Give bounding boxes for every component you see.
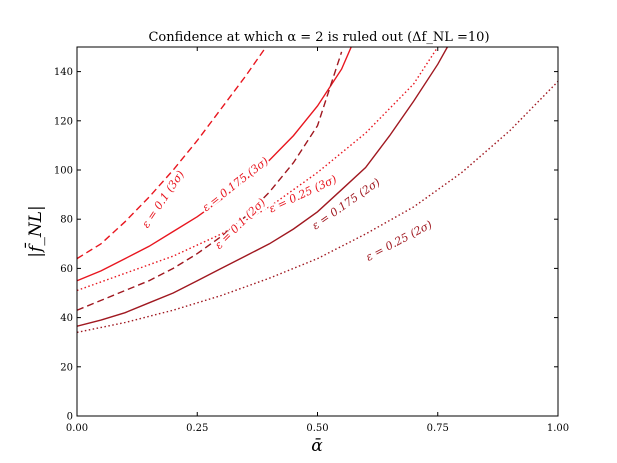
x-tick-label: 0.25 bbox=[186, 423, 208, 434]
series-line-1 bbox=[77, 47, 267, 260]
y-axis-label: |f̄_NL| bbox=[23, 205, 46, 257]
y-tick-label: 40 bbox=[60, 313, 73, 324]
x-tick-label: 1.00 bbox=[547, 423, 569, 434]
series-line-5 bbox=[77, 47, 449, 327]
curve-label-6: ε = 0.25 (2σ) bbox=[364, 218, 435, 264]
series-line-4 bbox=[77, 51, 343, 311]
y-tick-label: 60 bbox=[60, 264, 73, 275]
y-axis: 0 20 40 60 80 100 120 140 bbox=[54, 67, 558, 423]
y-tick-label: 120 bbox=[54, 116, 73, 127]
y-tick-label: 100 bbox=[54, 166, 73, 177]
x-axis-label: ᾱ bbox=[311, 436, 323, 456]
x-tick-label: 0.00 bbox=[66, 423, 88, 434]
x-tick-label: 0.50 bbox=[306, 423, 328, 434]
series-line-2 bbox=[77, 47, 352, 282]
plot-curves bbox=[77, 47, 558, 334]
y-tick-label: 20 bbox=[60, 362, 73, 373]
series-line-6 bbox=[77, 80, 558, 334]
series-line-3 bbox=[77, 47, 439, 292]
x-axis: 0.00 0.25 0.50 0.75 1.00 bbox=[66, 47, 569, 434]
y-tick-label: 0 bbox=[67, 412, 73, 423]
y-tick-label: 80 bbox=[60, 215, 73, 226]
chart-title: Confidence at which α = 2 is ruled out (… bbox=[148, 30, 489, 45]
x-tick-label: 0.75 bbox=[427, 423, 449, 434]
y-tick-label: 140 bbox=[54, 67, 73, 78]
